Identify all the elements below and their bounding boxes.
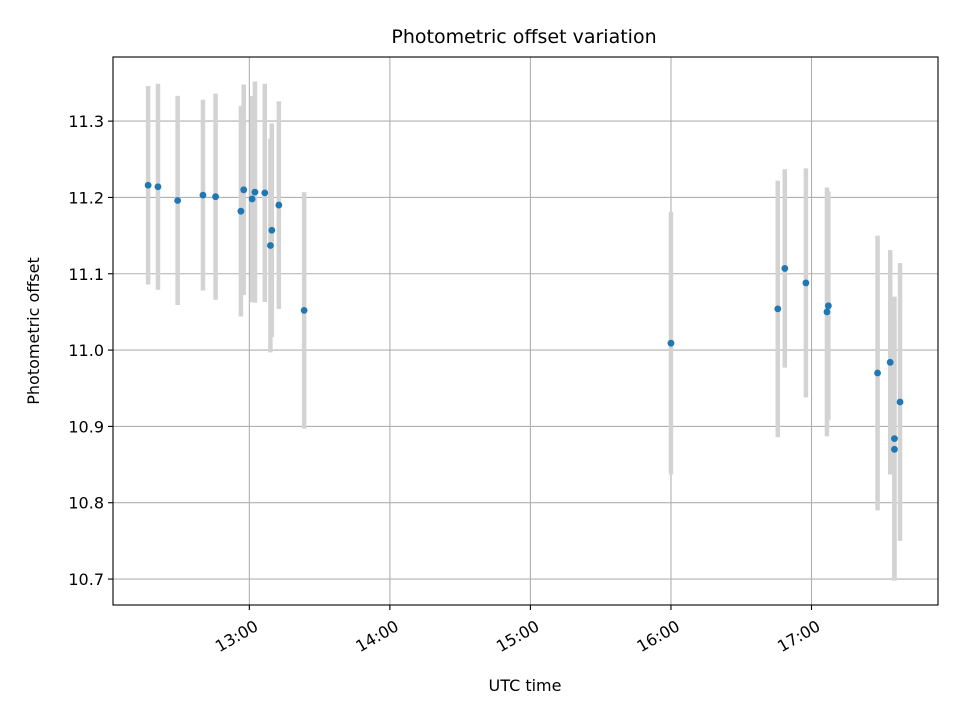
chart-title: Photometric offset variation xyxy=(391,26,656,48)
data-point xyxy=(891,435,898,443)
data-point xyxy=(802,279,810,287)
data-points xyxy=(144,181,904,453)
data-point xyxy=(261,189,269,197)
data-point xyxy=(781,265,789,272)
y-tick-label: 11.0 xyxy=(68,341,104,360)
data-point xyxy=(774,305,782,313)
data-point xyxy=(267,242,274,249)
data-point xyxy=(248,195,256,203)
data-point xyxy=(891,445,898,453)
data-point xyxy=(237,207,245,215)
y-tick-label: 11.3 xyxy=(68,112,104,131)
data-point xyxy=(300,306,308,314)
y-tick-label: 11.2 xyxy=(68,188,104,207)
y-tick-label: 10.9 xyxy=(68,417,104,436)
y-tick-label: 10.7 xyxy=(68,570,104,589)
data-point xyxy=(154,183,162,191)
data-point xyxy=(268,226,276,234)
y-tick-label: 11.1 xyxy=(68,265,104,284)
data-point xyxy=(144,181,152,189)
data-point xyxy=(199,191,207,199)
plot-frame xyxy=(112,56,939,606)
data-point xyxy=(174,197,182,204)
y-tick-label: 10.8 xyxy=(68,494,104,513)
data-point xyxy=(240,186,248,194)
data-point xyxy=(896,398,904,406)
x-axis-label: UTC time xyxy=(489,676,562,695)
data-point xyxy=(275,201,283,209)
data-point xyxy=(212,193,219,201)
y-axis-label: Photometric offset xyxy=(24,257,43,405)
data-point xyxy=(667,339,675,347)
data-point xyxy=(874,369,881,377)
data-point xyxy=(824,302,832,310)
data-point xyxy=(251,188,259,196)
data-point xyxy=(886,358,894,366)
data-point xyxy=(823,308,831,316)
